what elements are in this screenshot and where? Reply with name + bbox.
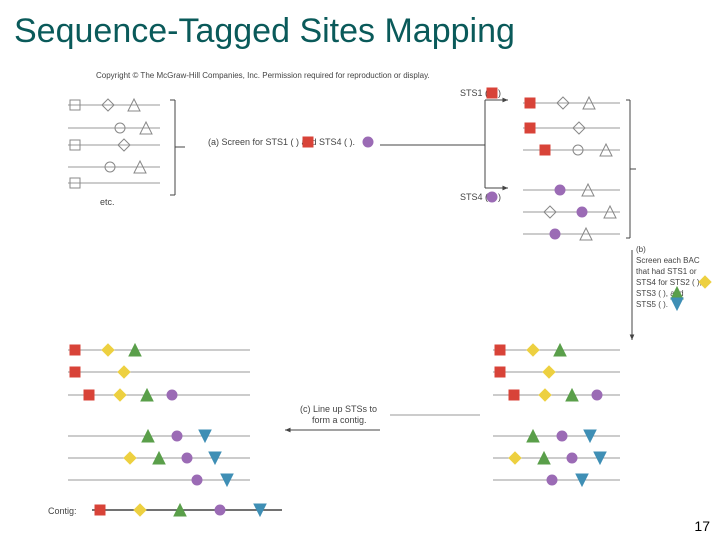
svg-text:form a contig.: form a contig. <box>312 415 367 425</box>
svg-text:Screen each BAC: Screen each BAC <box>636 256 700 265</box>
diagram: Copyright © The McGraw-Hill Companies, I… <box>0 0 720 540</box>
svg-text:STS1 (: STS1 ( <box>460 88 488 98</box>
svg-text:etc.: etc. <box>100 197 115 207</box>
svg-text:(a) Screen for STS1 ( ) an: (a) Screen for STS1 ( ) and STS4 ( ). <box>208 137 355 147</box>
svg-text:(c) Line up STSs to: (c) Line up STSs to <box>300 404 377 414</box>
svg-text:): ) <box>498 192 501 202</box>
svg-text:(b): (b) <box>636 245 646 254</box>
svg-text:STS4 for STS2 ( ),: STS4 for STS2 ( ), <box>636 278 702 287</box>
svg-text:): ) <box>498 88 501 98</box>
svg-text:Contig:: Contig: <box>48 506 77 516</box>
svg-text:that had STS1 or: that had STS1 or <box>636 267 697 276</box>
svg-text:Copyright © The McGraw-Hill Co: Copyright © The McGraw-Hill Companies, I… <box>96 71 430 80</box>
svg-text:STS5 ( ).: STS5 ( ). <box>636 300 668 309</box>
svg-text:STS4 (: STS4 ( <box>460 192 488 202</box>
